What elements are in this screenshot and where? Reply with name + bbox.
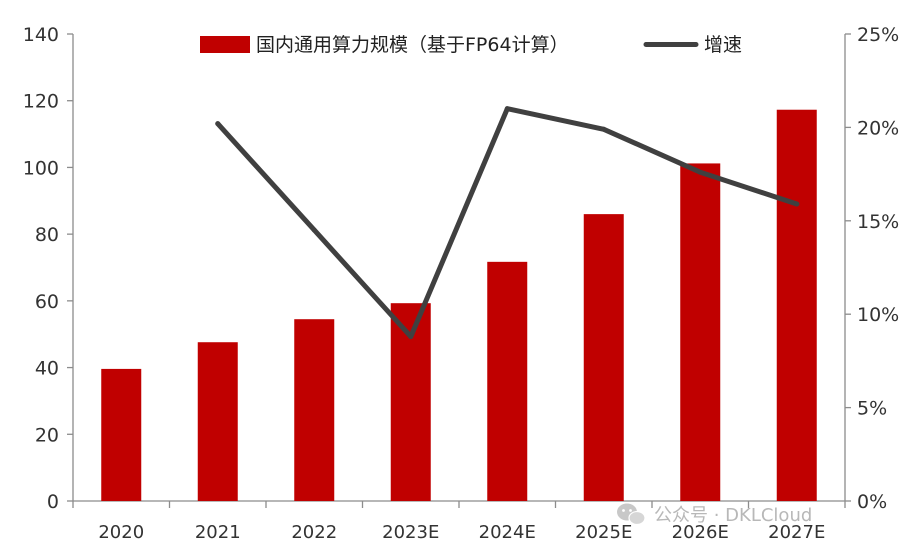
x-tick-label: 2027E (768, 522, 825, 543)
bar (197, 342, 238, 501)
bar (583, 214, 624, 501)
right-tick-label: 15% (857, 211, 899, 233)
left-tick-label: 140 (23, 24, 59, 46)
left-tick-label: 0 (47, 491, 59, 513)
legend: 国内通用算力规模（基于FP64计算） 增速 (200, 34, 742, 56)
wechat-icon (617, 503, 646, 526)
legend-bar-label: 国内通用算力规模（基于FP64计算） (256, 34, 569, 56)
x-tick-label: 2025E (575, 522, 632, 543)
right-tick-label: 25% (857, 24, 899, 46)
growth-point (504, 106, 510, 112)
growth-point (601, 126, 607, 132)
growth-line-series (215, 106, 800, 340)
bar (101, 368, 142, 501)
growth-point (408, 334, 414, 340)
x-axis: 2020 2021 2022 2023E 2024E 2025E 2026E 2027E (72, 500, 846, 543)
bar (487, 261, 528, 501)
watermark: 公众号 · DKLCloud (617, 503, 812, 526)
legend-line-label: 增速 (704, 34, 742, 56)
left-tick-label: 100 (23, 157, 59, 179)
watermark-text: 公众号 · DKLCloud (654, 505, 812, 526)
bar-series (101, 109, 817, 502)
right-tick-label: 10% (857, 304, 899, 326)
left-tick-label: 20 (35, 424, 59, 446)
growth-point (311, 227, 317, 233)
left-tick-label: 60 (35, 291, 59, 313)
x-tick-label: 2021 (195, 522, 241, 543)
bar (776, 109, 817, 502)
x-tick-label: 2022 (291, 522, 337, 543)
legend-bar-swatch (200, 36, 250, 53)
right-tick-label: 5% (857, 398, 887, 420)
bar (680, 163, 721, 501)
right-tick-label: 0% (857, 491, 887, 513)
growth-point (794, 201, 800, 207)
x-tick-label: 2023E (382, 522, 439, 543)
left-tick-label: 40 (35, 358, 59, 380)
x-tick-label: 2024E (479, 522, 536, 543)
growth-point (215, 121, 221, 127)
x-tick-label: 2020 (98, 522, 144, 543)
right-tick-label: 20% (857, 117, 899, 139)
bar (294, 319, 335, 501)
left-tick-label: 120 (23, 91, 59, 113)
right-axis: 0% 5% 10% 15% 20% 25% (844, 24, 899, 513)
growth-point (697, 169, 703, 175)
left-tick-label: 80 (35, 224, 59, 246)
left-axis: 0 20 40 60 80 100 120 140 (23, 24, 74, 513)
x-tick-label: 2026E (672, 522, 729, 543)
